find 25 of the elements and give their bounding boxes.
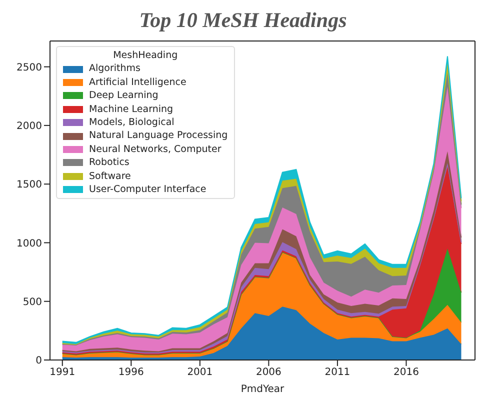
legend-label: User-Computer Interface bbox=[89, 183, 206, 196]
x-tick-label: 1996 bbox=[118, 367, 144, 378]
legend-label: Natural Language Processing bbox=[89, 129, 228, 143]
x-axis-title: PmdYear bbox=[240, 384, 286, 395]
legend-label: Machine Learning bbox=[89, 102, 174, 116]
y-tick-label: 1500 bbox=[16, 180, 42, 191]
x-tick-label: 1991 bbox=[50, 367, 76, 378]
legend-label: Artificial Intelligence bbox=[89, 76, 186, 90]
chart-title: Top 10 MeSH Headings bbox=[138, 8, 348, 34]
legend-label: Neural Networks, Computer bbox=[89, 142, 222, 156]
x-tick-label: 2001 bbox=[187, 367, 213, 378]
legend-label: Algorithms bbox=[89, 62, 140, 76]
x-tick-label: 2016 bbox=[394, 367, 419, 378]
y-tick-label: 0 bbox=[36, 356, 42, 367]
y-tick-label: 1000 bbox=[16, 238, 42, 250]
legend-label: Software bbox=[89, 170, 131, 184]
legend-label: Robotics bbox=[89, 156, 130, 170]
x-tick-label: 2011 bbox=[324, 367, 350, 378]
y-tick-label: 500 bbox=[22, 296, 42, 308]
x-tick-label: 2006 bbox=[256, 367, 282, 378]
y-tick-label: 2000 bbox=[16, 120, 42, 132]
y-tick-label: 2500 bbox=[16, 62, 42, 74]
legend-title: MeshHeading bbox=[112, 49, 179, 62]
legend-label: Models, Biological bbox=[89, 116, 174, 130]
legend-label: Deep Learning bbox=[89, 89, 158, 103]
